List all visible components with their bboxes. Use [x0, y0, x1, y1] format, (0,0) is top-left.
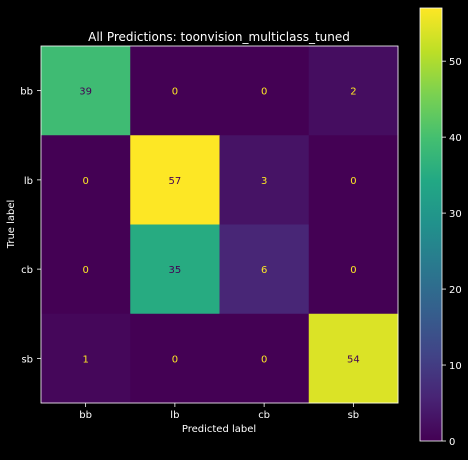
- colorbar-tick-label: 40: [449, 133, 462, 144]
- colorbar-tick-label: 10: [449, 361, 462, 372]
- cell-value-label: 0: [350, 265, 356, 276]
- colorbar-tick-label: 50: [449, 57, 462, 68]
- y-tick-label: bb: [20, 87, 33, 98]
- cell-value-label: 0: [172, 87, 178, 98]
- y-tick-label: cb: [21, 265, 33, 276]
- cell-value-label: 35: [169, 265, 182, 276]
- cell-value-label: 0: [172, 354, 178, 365]
- cell-value-label: 3: [261, 176, 267, 187]
- cell-value-label: 54: [347, 354, 360, 365]
- x-tick-label: sb: [348, 410, 360, 421]
- cell-value-label: 0: [82, 176, 88, 187]
- cell-value-label: 1: [82, 354, 88, 365]
- x-axis-label: Predicted label: [182, 424, 256, 435]
- cell-value-label: 0: [261, 354, 267, 365]
- colorbar-tick-label: 0: [449, 437, 455, 448]
- y-axis-ticks: bb lb cb sb: [20, 87, 41, 366]
- x-axis-ticks: bb lb cb sb: [79, 403, 359, 421]
- y-tick-label: sb: [21, 354, 33, 365]
- cell-value-label: 39: [79, 87, 92, 98]
- colorbar-tick-label: 30: [449, 209, 462, 220]
- cell-value-label: 57: [169, 176, 182, 187]
- cell-value-label: 0: [82, 265, 88, 276]
- cell-value-label: 0: [261, 87, 267, 98]
- colorbar-ticks: 0 10 20 30 40 50: [442, 57, 462, 448]
- colorbar-tick-label: 20: [449, 285, 462, 296]
- chart-title: All Predictions: toonvision_multiclass_t…: [88, 30, 350, 44]
- x-tick-label: lb: [170, 410, 179, 421]
- x-tick-label: cb: [258, 410, 270, 421]
- cell-value-label: 0: [350, 176, 356, 187]
- colorbar: [420, 8, 442, 441]
- heatmap-cells: 39 0 0 2 0 57 3 0 0 35 6 0 1 0 0 54: [41, 46, 399, 404]
- y-tick-label: lb: [24, 176, 33, 187]
- cell-value-label: 2: [350, 87, 356, 98]
- x-tick-label: bb: [79, 410, 92, 421]
- y-axis-label: True label: [6, 200, 17, 250]
- cell-value-label: 6: [261, 265, 267, 276]
